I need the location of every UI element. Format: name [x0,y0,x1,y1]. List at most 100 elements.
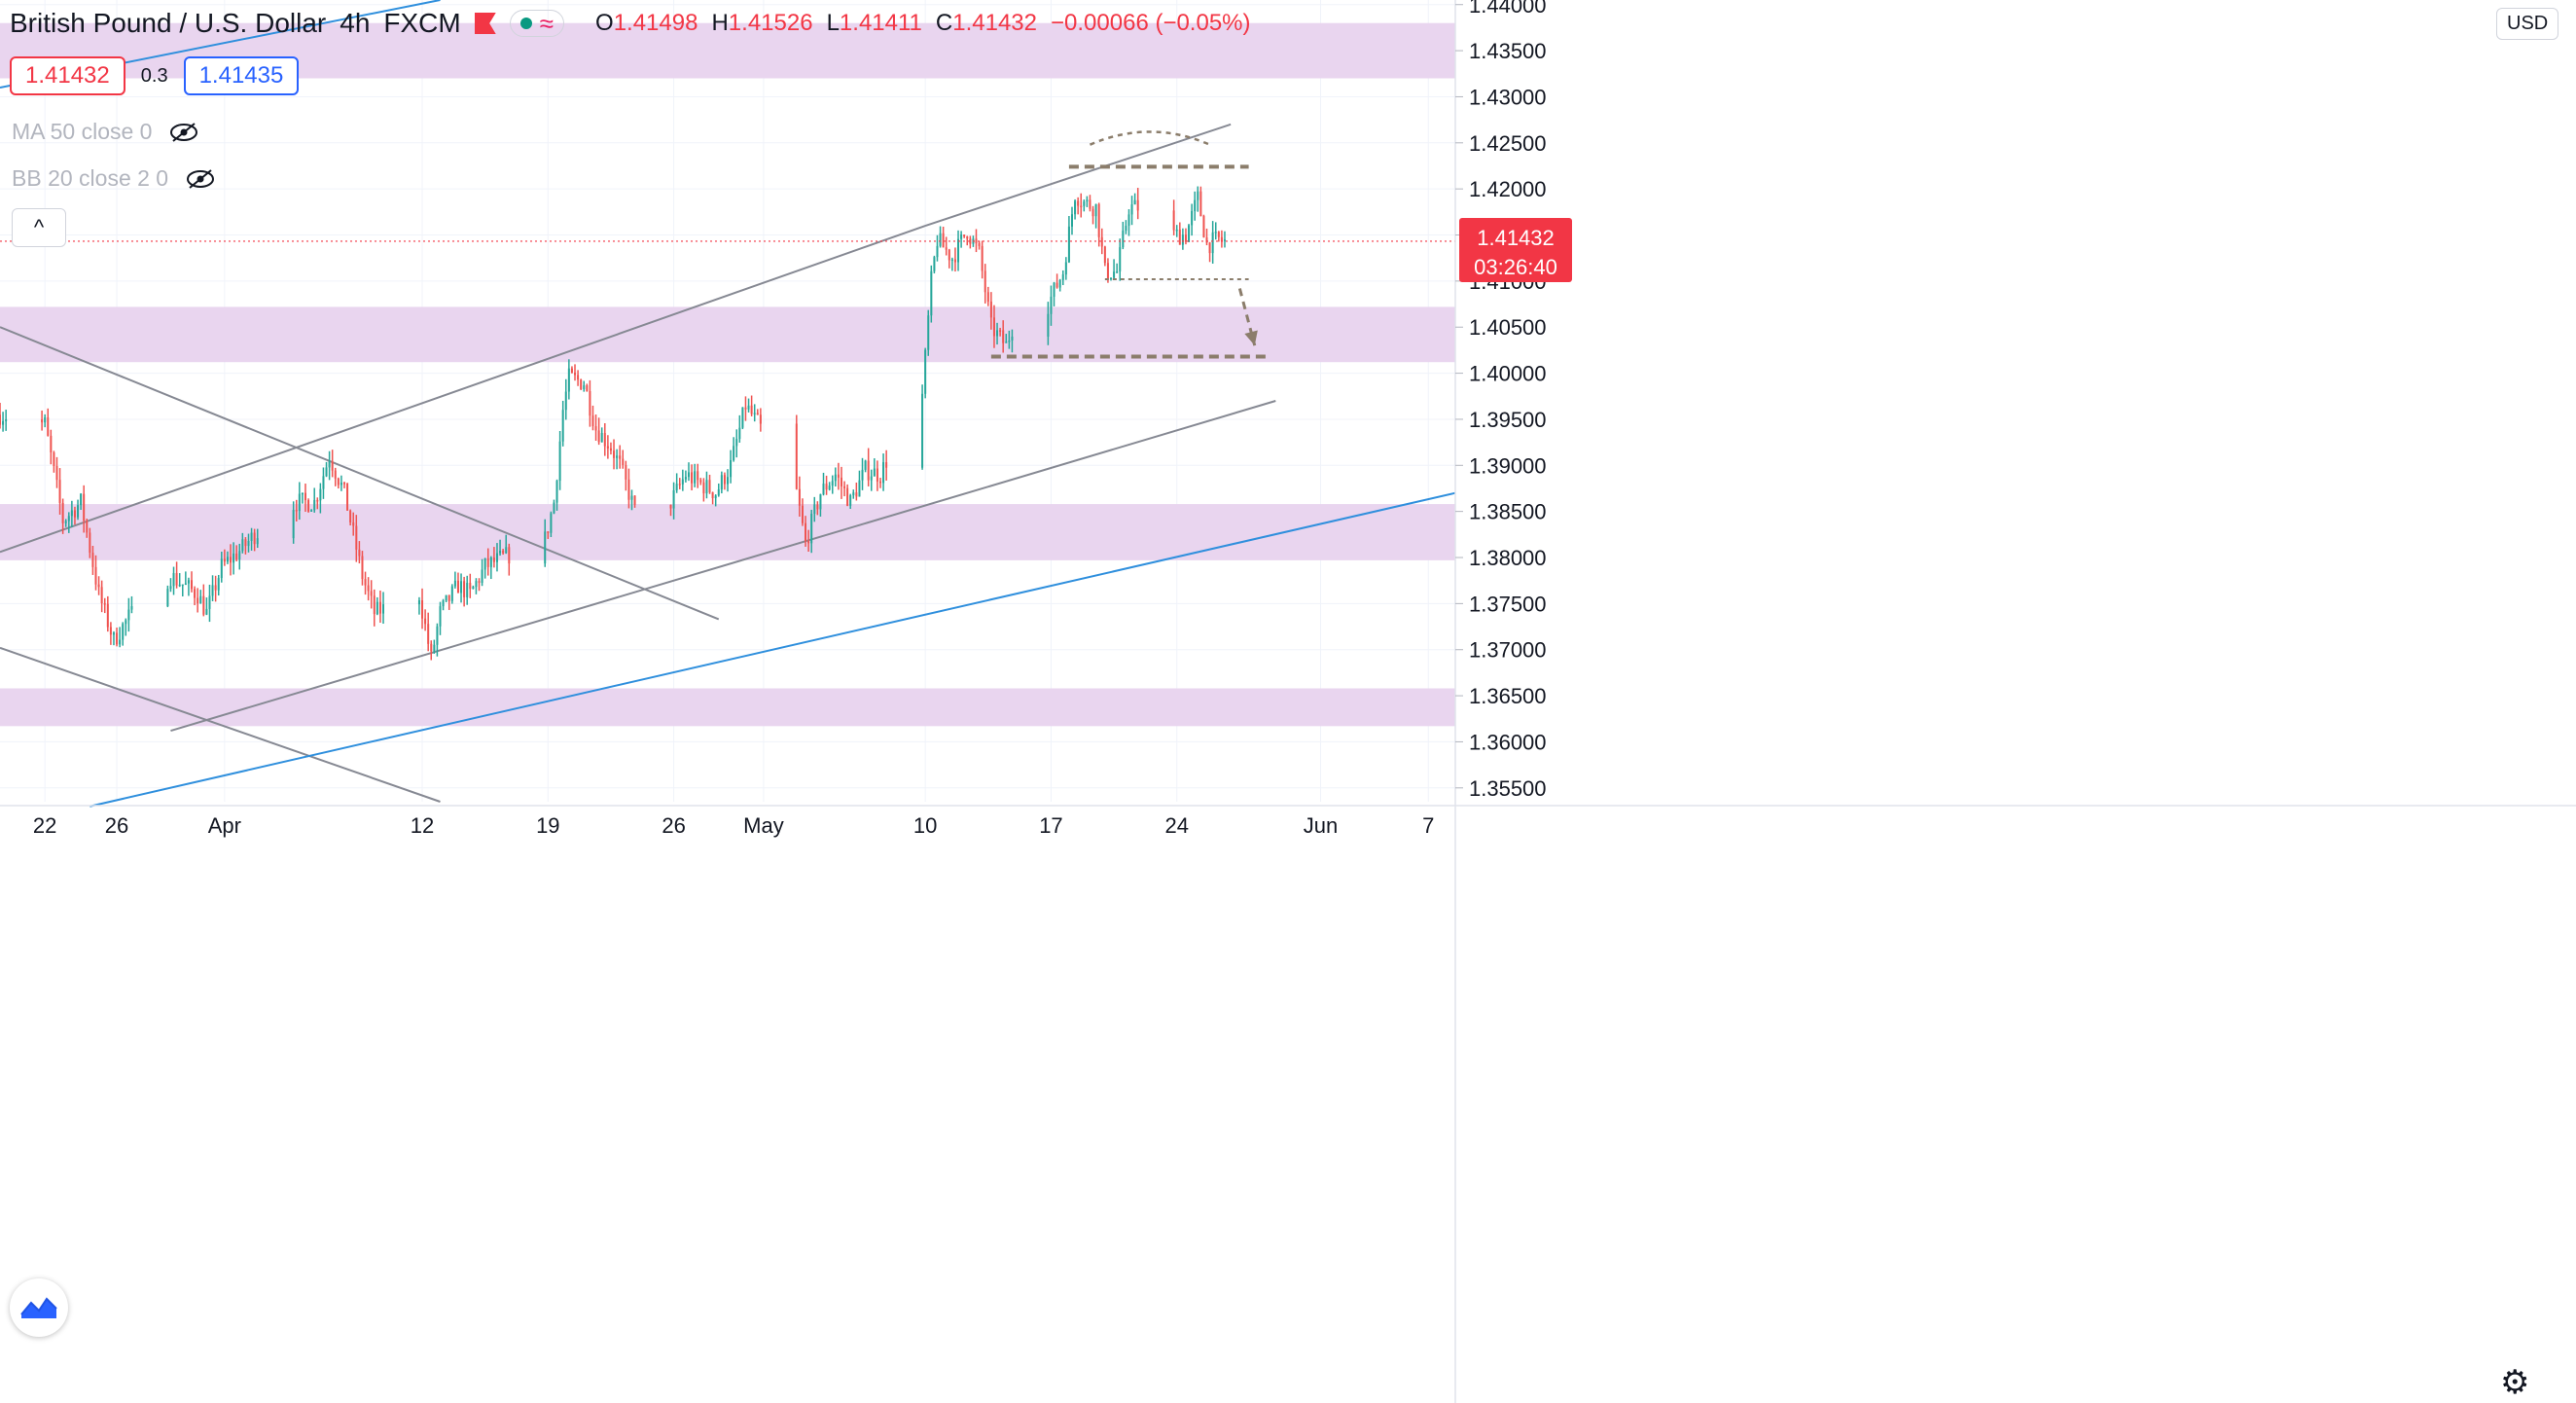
candle-up [1058,278,1061,292]
candle-down [699,478,702,486]
candle-up [77,499,80,521]
candle-up [199,590,202,604]
candle-body [61,502,64,523]
candle-up [1083,199,1086,212]
candle-body [86,521,89,533]
candle-up [450,584,453,604]
candle-body [544,531,547,564]
eye-hidden-icon[interactable] [169,122,198,142]
candle-body [819,494,822,510]
candle-up [822,472,825,496]
candle-up [882,453,885,491]
candle-body [53,451,55,466]
candle-body [67,516,70,522]
candle-body [978,243,981,246]
candle-body [801,505,804,523]
flag-icon[interactable] [474,13,496,34]
currency-button[interactable]: USD [2496,8,2559,40]
candle-body [580,379,583,389]
candle-body [181,584,184,587]
candle-body [44,417,47,423]
candle-up [738,414,741,443]
candle-body [292,510,295,539]
candle-up [481,558,483,587]
indicator-ma[interactable]: MA 50 close 0 [12,119,198,145]
candle-body [591,415,594,427]
candle-up [1119,238,1122,281]
candle-up [483,558,486,579]
candle-body [1220,236,1223,241]
candle-down [109,622,112,645]
x-tick-label: 26 [105,813,128,838]
candle-up [1061,270,1064,286]
candle-body [589,390,591,416]
candle-up [813,496,816,522]
candle-down [978,240,981,250]
candle-body [1136,199,1139,211]
candle-body [370,591,373,596]
candle-body [1053,282,1055,297]
candle-body [930,270,933,316]
candle-body [466,583,469,597]
candle-body [169,586,172,590]
candle-body [1191,210,1194,226]
candle-up [325,461,328,478]
candle-up [681,469,684,491]
x-tick-label: 24 [1164,813,1188,838]
candle-body [1125,226,1127,232]
candle-body [1064,262,1067,275]
candle-down [691,464,694,490]
y-tick-label: 1.43500 [1469,39,1547,63]
candle-body [1110,277,1113,280]
candle-body [1184,234,1187,242]
candle-body [175,573,178,586]
candle-down [367,577,370,601]
collapse-legend-button[interactable]: ^ [12,208,66,247]
candle-up [238,543,241,570]
gear-icon[interactable]: ⚙ [2500,1364,2530,1401]
candle-down [989,292,992,330]
sell-price-button[interactable]: 1.41432 [10,56,125,95]
candle-up [1050,285,1053,326]
y-tick-label: 1.42500 [1469,131,1547,156]
candle-body [921,393,924,468]
x-tick-label: 10 [913,813,937,838]
candle-body [702,482,705,494]
symbol-name[interactable]: British Pound / U.S. Dollar [10,8,327,38]
candle-up [705,471,708,499]
buy-price-button[interactable]: 1.41435 [183,56,300,95]
indicator-bb[interactable]: BB 20 close 2 0 [12,165,215,192]
candle-body [1194,199,1197,211]
candle-body [813,504,816,515]
candle-body [597,430,600,443]
candle-body [966,236,969,239]
candle-body [502,551,505,554]
candle-down [235,545,238,562]
candle-body [97,584,100,588]
candle-up [376,596,378,616]
candle-down [86,519,89,538]
candle-up [730,450,733,484]
candle-down [83,485,86,533]
market-status-pill[interactable]: ≈ [509,10,565,37]
candle-down [116,627,119,647]
candle-body [337,478,340,486]
candle-up [247,533,250,553]
candle-up [753,404,756,422]
candle-body [230,557,233,563]
candle-body [122,624,125,640]
candle-up [1125,220,1127,234]
candle-body [603,433,606,447]
candle-down [953,247,956,272]
tradingview-logo[interactable] [10,1278,68,1337]
candle-up [250,527,253,551]
last-price-tag-bg [1459,217,1572,282]
interval-label[interactable]: 4h [340,8,371,38]
candle-down [89,527,91,558]
candle-up [687,462,690,482]
candle-up [301,492,304,504]
eye-hidden-icon[interactable] [186,168,215,189]
candle-body [436,626,439,645]
candle-body [378,601,381,614]
